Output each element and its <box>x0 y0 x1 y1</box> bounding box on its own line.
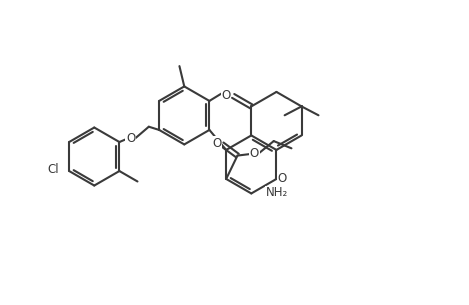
Text: Cl: Cl <box>47 163 59 175</box>
Text: O: O <box>221 89 231 102</box>
Text: NH₂: NH₂ <box>265 186 287 199</box>
Text: O: O <box>278 172 287 185</box>
Text: O: O <box>250 147 259 160</box>
Text: O: O <box>126 132 135 145</box>
Text: O: O <box>212 137 221 150</box>
